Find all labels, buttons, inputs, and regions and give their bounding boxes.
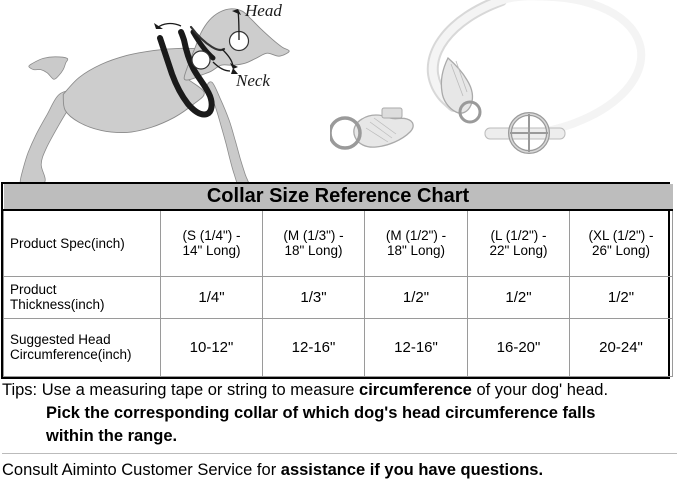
svg-text:Neck: Neck (235, 71, 270, 90)
svg-text:Head: Head (244, 1, 282, 20)
